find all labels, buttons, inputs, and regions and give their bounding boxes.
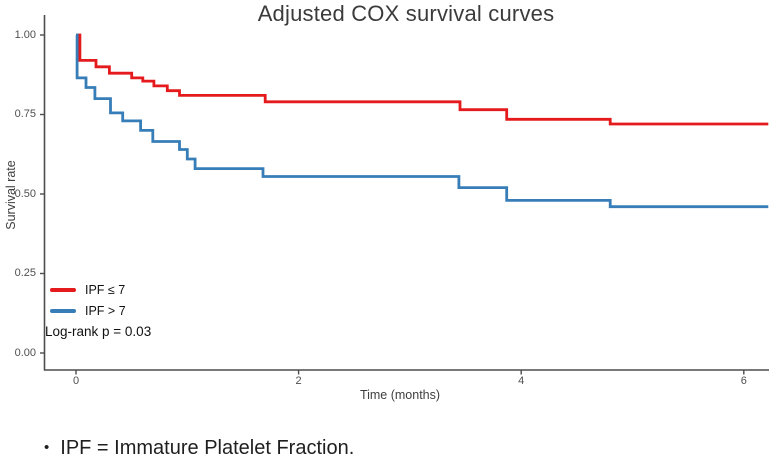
red-line-swatch bbox=[50, 287, 76, 292]
y-tick-label: 0.25 bbox=[14, 267, 36, 279]
bullet-glyph: • bbox=[44, 439, 50, 456]
legend-label: IPF > 7 bbox=[85, 303, 126, 318]
legend-item-ipf-gt-7: IPF > 7 bbox=[50, 300, 126, 321]
survival-chart: Adjusted COX survival curves Survival ra… bbox=[4, 1, 769, 402]
footnote: • IPF = Immature Platelet Fraction. bbox=[44, 437, 354, 460]
red-survival-curve bbox=[76, 33, 769, 126]
x-axis-title: Time (months) bbox=[359, 388, 441, 402]
x-tick-label: 6 bbox=[740, 375, 747, 387]
log-rank-annotation: Log-rank p = 0.03 bbox=[45, 324, 152, 339]
x-tick-label: 2 bbox=[295, 375, 302, 387]
x-tick-label: 4 bbox=[518, 375, 525, 387]
legend-item-ipf-le-7: IPF ≤ 7 bbox=[50, 279, 126, 300]
y-tick-label: 0.50 bbox=[14, 187, 36, 200]
chart-title: Adjusted COX survival curves bbox=[257, 1, 555, 26]
plot-area bbox=[40, 15, 769, 375]
blue-line-swatch bbox=[50, 308, 76, 313]
y-tick-label: 1.00 bbox=[14, 28, 36, 41]
legend-label: IPF ≤ 7 bbox=[85, 282, 126, 297]
y-tick-label: 0.00 bbox=[14, 346, 36, 359]
blue-survival-curve bbox=[75, 33, 769, 209]
legend: IPF ≤ 7 IPF > 7 bbox=[50, 279, 126, 321]
y-tick-label: 0.75 bbox=[14, 108, 36, 120]
footnote-text: IPF = Immature Platelet Fraction. bbox=[60, 437, 355, 459]
x-tick-label: 0 bbox=[72, 375, 80, 387]
